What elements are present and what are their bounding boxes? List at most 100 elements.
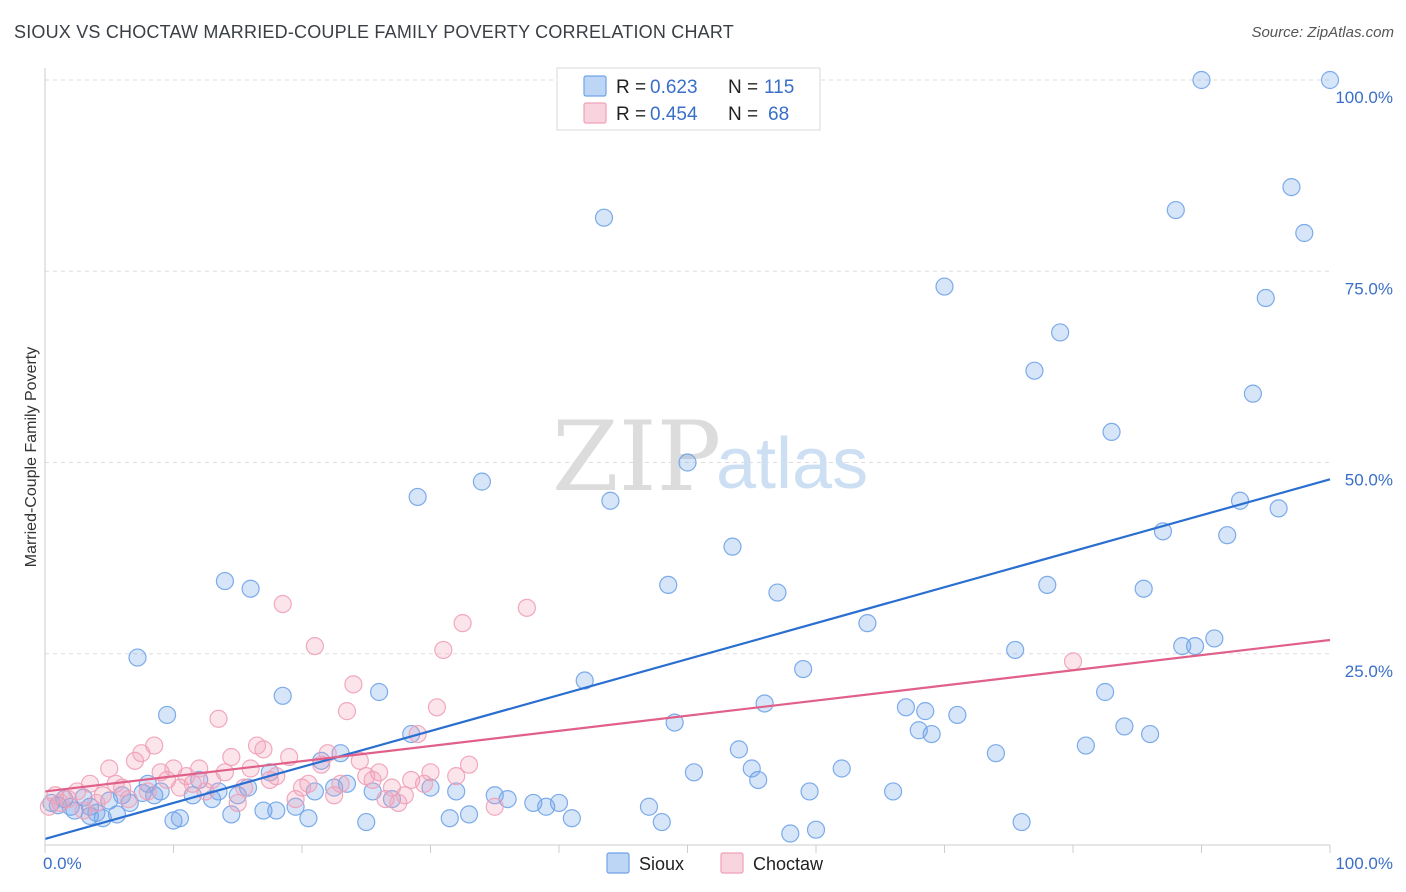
sioux-point-89 bbox=[1025, 361, 1044, 380]
y-tick-label-100: 100.0% bbox=[1335, 88, 1393, 107]
sioux-point-90 bbox=[1038, 575, 1057, 595]
y-tick-label-25: 25.0% bbox=[1345, 662, 1393, 681]
choctaw-point-46 bbox=[337, 702, 357, 721]
choctaw-point-67 bbox=[1063, 652, 1083, 671]
sioux-point-71 bbox=[755, 694, 774, 713]
sioux-point-34 bbox=[286, 797, 305, 816]
legend-r-label-choctaw: R = bbox=[616, 104, 646, 125]
sioux-point-104 bbox=[1218, 526, 1237, 545]
bottom-legend-choctaw: Choctaw bbox=[753, 854, 824, 874]
grid-lines bbox=[45, 79, 1330, 655]
choctaw-point-64 bbox=[459, 755, 479, 774]
legend: R = 0.623 N = 115 R = 0.454 N = 68 bbox=[556, 67, 821, 131]
y-tick-label-75: 75.0% bbox=[1345, 279, 1393, 298]
sioux-point-13 bbox=[128, 648, 147, 667]
choctaw-point-9 bbox=[100, 759, 119, 778]
sioux-point-88 bbox=[1012, 812, 1031, 832]
choctaw-point-33 bbox=[254, 740, 273, 759]
sioux-points bbox=[42, 70, 1340, 843]
sioux-point-63 bbox=[659, 575, 678, 595]
sioux-point-111 bbox=[1320, 70, 1340, 90]
sioux-point-85 bbox=[948, 705, 967, 725]
sioux-point-97 bbox=[1140, 724, 1160, 744]
sioux-point-76 bbox=[806, 820, 826, 839]
choctaw-point-44 bbox=[325, 786, 344, 805]
x-tick-label-max: 100.0% bbox=[1335, 854, 1393, 873]
choctaw-point-8 bbox=[93, 786, 112, 805]
choctaw-point-15 bbox=[138, 782, 157, 801]
sioux-point-66 bbox=[684, 763, 704, 782]
sioux-point-62 bbox=[652, 812, 671, 832]
sioux-point-86 bbox=[986, 744, 1006, 763]
legend-box bbox=[556, 67, 821, 131]
sioux-point-93 bbox=[1096, 682, 1115, 702]
legend-swatch-sioux bbox=[583, 75, 607, 97]
choctaw-point-36 bbox=[273, 594, 292, 614]
sioux-point-41 bbox=[357, 812, 376, 832]
legend-n-label-sioux: N = bbox=[728, 77, 758, 98]
sioux-point-40 bbox=[337, 774, 357, 793]
choctaw-point-60 bbox=[427, 698, 447, 717]
sioux-point-94 bbox=[1102, 422, 1121, 441]
choctaw-point-65 bbox=[485, 797, 504, 816]
sioux-point-95 bbox=[1115, 717, 1134, 736]
sioux-point-33 bbox=[273, 686, 292, 705]
sioux-point-59 bbox=[594, 208, 614, 227]
sioux-point-61 bbox=[639, 797, 659, 816]
sioux-point-87 bbox=[1006, 640, 1025, 660]
sioux-point-99 bbox=[1166, 200, 1185, 220]
sioux-point-108 bbox=[1269, 499, 1288, 518]
sioux-point-65 bbox=[678, 453, 697, 472]
choctaw-point-62 bbox=[447, 767, 466, 786]
choctaw-point-6 bbox=[80, 774, 100, 793]
choctaw-point-40 bbox=[299, 774, 318, 793]
sioux-trend-line bbox=[44, 478, 1331, 840]
sioux-point-96 bbox=[1134, 579, 1153, 598]
sioux-point-78 bbox=[858, 614, 877, 633]
choctaw-point-51 bbox=[370, 763, 389, 782]
sioux-point-92 bbox=[1076, 736, 1095, 755]
choctaw-point-28 bbox=[222, 747, 241, 767]
chart-title: SIOUX VS CHOCTAW MARRIED-COUPLE FAMILY P… bbox=[14, 22, 734, 42]
sioux-point-50 bbox=[459, 805, 479, 824]
sioux-point-80 bbox=[896, 698, 916, 717]
choctaw-point-26 bbox=[209, 709, 228, 728]
sioux-point-32 bbox=[267, 801, 286, 820]
watermark: ZIP atlas bbox=[552, 401, 868, 513]
sioux-point-46 bbox=[408, 487, 427, 507]
x-tick-label-min: 0.0% bbox=[43, 854, 82, 873]
watermark-atlas: atlas bbox=[716, 424, 868, 504]
sioux-point-17 bbox=[151, 782, 170, 801]
y-tick-label-50: 50.0% bbox=[1345, 471, 1393, 490]
choctaw-point-66 bbox=[517, 598, 536, 617]
sioux-point-70 bbox=[749, 770, 768, 790]
sioux-point-109 bbox=[1282, 178, 1301, 197]
sioux-point-101 bbox=[1185, 636, 1205, 656]
source-label: Source: ZipAtlas.com bbox=[1251, 24, 1394, 41]
sioux-point-84 bbox=[935, 277, 954, 296]
sioux-point-74 bbox=[794, 659, 813, 679]
sioux-point-58 bbox=[575, 671, 594, 690]
trend-lines bbox=[44, 478, 1331, 840]
sioux-point-75 bbox=[800, 782, 819, 801]
choctaw-point-55 bbox=[395, 786, 414, 805]
watermark-zip: ZIP bbox=[552, 401, 721, 513]
y-tick-labels: 25.0% 50.0% 75.0% 100.0% bbox=[1335, 88, 1393, 681]
choctaw-point-63 bbox=[453, 614, 472, 633]
sioux-point-57 bbox=[562, 809, 581, 828]
sioux-point-56 bbox=[549, 793, 569, 813]
sioux-point-26 bbox=[222, 805, 241, 824]
sioux-point-82 bbox=[916, 702, 935, 721]
y-axis-label: Married-Couple Family Poverty bbox=[23, 347, 40, 568]
legend-n-label-choctaw: N = bbox=[728, 104, 758, 125]
bottom-legend-swatch-choctaw bbox=[720, 852, 744, 874]
sioux-point-100 bbox=[1173, 636, 1192, 656]
legend-n-value-choctaw: 68 bbox=[768, 104, 789, 125]
sioux-point-60 bbox=[601, 491, 620, 510]
sioux-point-68 bbox=[729, 740, 749, 759]
x-tick-labels: 0.0% 100.0% bbox=[43, 854, 1393, 873]
sioux-point-72 bbox=[768, 583, 787, 602]
legend-swatch-choctaw bbox=[583, 102, 607, 124]
choctaw-point-48 bbox=[350, 751, 369, 770]
sioux-point-51 bbox=[472, 472, 491, 491]
